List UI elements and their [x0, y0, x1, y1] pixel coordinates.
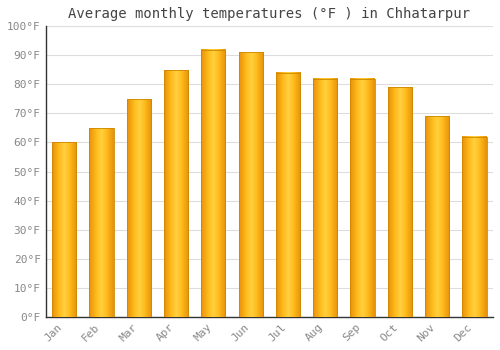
Bar: [90, 128, 114, 317]
Bar: [201, 49, 226, 317]
Bar: [238, 52, 263, 317]
Bar: [313, 78, 338, 317]
Bar: [52, 142, 76, 317]
Bar: [276, 73, 300, 317]
Bar: [126, 99, 151, 317]
Title: Average monthly temperatures (°F ) in Chhatarpur: Average monthly temperatures (°F ) in Ch…: [68, 7, 470, 21]
Bar: [425, 116, 449, 317]
Bar: [164, 70, 188, 317]
Bar: [350, 78, 374, 317]
Bar: [388, 87, 412, 317]
Bar: [462, 137, 486, 317]
